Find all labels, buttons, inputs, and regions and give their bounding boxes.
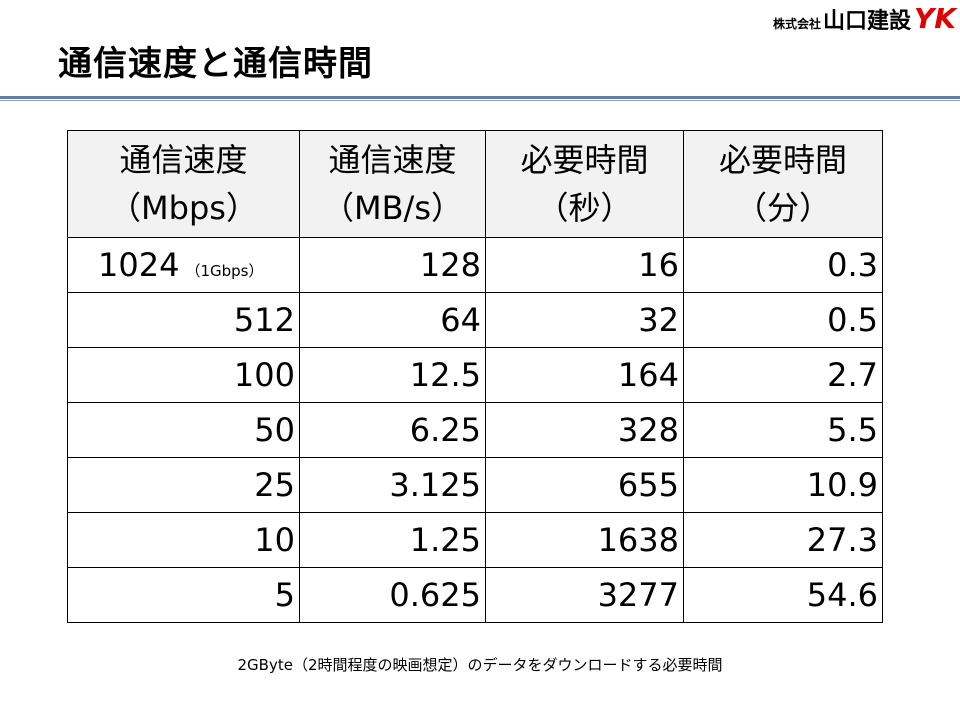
divider — [0, 100, 960, 101]
table-row: 5 0.625 3277 54.6 — [67, 567, 883, 623]
header-text: 必要時間 — [520, 141, 649, 179]
table-cell: 512 — [67, 292, 300, 348]
table-cell: 50 — [67, 402, 300, 458]
logo-name: 山口建設 — [823, 9, 912, 34]
table-cell: 0.3 — [683, 237, 883, 293]
table-cell: 128 — [299, 237, 486, 293]
cell-value: 655 — [617, 466, 679, 504]
cell-value: 64 — [440, 301, 481, 339]
cell-value: 1638 — [597, 521, 679, 559]
slide-title: 通信速度と通信時間 — [58, 44, 373, 84]
cell-value: 512 — [233, 301, 295, 339]
cell-value: 0.625 — [389, 576, 481, 614]
table-cell: 0.5 — [683, 292, 883, 348]
table-cell: 1638 — [485, 512, 684, 568]
cell-value: 6.25 — [409, 411, 481, 449]
cell-value: 3.125 — [389, 466, 481, 504]
table-row: 1024 （1Gbps） 128 16 0.3 — [67, 237, 883, 293]
table-cell: 6.25 — [299, 402, 486, 458]
table-cell: 5 — [67, 567, 300, 623]
table-cell: 3277 — [485, 567, 684, 623]
logo: 株式会社 山口建設 YK — [773, 2, 956, 35]
table-cell: 27.3 — [683, 512, 883, 568]
cell-value: 164 — [617, 356, 679, 394]
table-cell: 100 — [67, 347, 300, 403]
cell-value: 5.5 — [827, 411, 878, 449]
cell-value: 16 — [638, 246, 679, 284]
table-cell: 64 — [299, 292, 486, 348]
table-cell: 54.6 — [683, 567, 883, 623]
table-row: 10 1.25 1638 27.3 — [67, 512, 883, 568]
table-cell: 164 — [485, 347, 684, 403]
cell-value: 27.3 — [806, 521, 878, 559]
header-cell: 必要時間 （秒） — [485, 130, 684, 238]
table-cell: 12.5 — [299, 347, 486, 403]
table-cell: 1.25 — [299, 512, 486, 568]
cell-value: 1.25 — [409, 521, 481, 559]
table-cell: 25 — [67, 457, 300, 513]
cell-value: 0.5 — [827, 301, 878, 339]
cell-value: 10.9 — [806, 466, 878, 504]
header-text: 通信速度 — [119, 141, 248, 179]
table-cell: 16 — [485, 237, 684, 293]
table-row: 100 12.5 164 2.7 — [67, 347, 883, 403]
logo-mark: YK — [914, 2, 956, 35]
cell-value: 328 — [617, 411, 679, 449]
table-cell: 32 — [485, 292, 684, 348]
cell-value: 1024 — [98, 246, 180, 284]
header-text: （分） — [734, 189, 831, 227]
caption: 2GByte（2時間程度の映画想定）のデータをダウンロードする必要時間 — [237, 656, 723, 674]
table-cell: 10 — [67, 512, 300, 568]
table-cell: 3.125 — [299, 457, 486, 513]
table-cell: 0.625 — [299, 567, 486, 623]
table-row: 512 64 32 0.5 — [67, 292, 883, 348]
table-cell: 5.5 — [683, 402, 883, 458]
table-cell: 1024 （1Gbps） — [67, 237, 300, 293]
cell-value: 5 — [274, 576, 295, 614]
header-cell: 通信速度 （MB/s） — [299, 130, 486, 238]
cell-value: 32 — [638, 301, 679, 339]
table-cell: 10.9 — [683, 457, 883, 513]
header-text: 必要時間 — [718, 141, 847, 179]
table-row: 25 3.125 655 10.9 — [67, 457, 883, 513]
header-text: 通信速度 — [328, 141, 457, 179]
divider — [0, 96, 960, 99]
data-table: 通信速度 （Mbps） 通信速度 （MB/s） 必要時間 （秒） 必要時間 （分） 1024 （1… — [67, 130, 883, 623]
cell-note: （1Gbps） — [185, 262, 264, 280]
header-text: （MB/s） — [321, 189, 464, 227]
table-cell: 2.7 — [683, 347, 883, 403]
table-cell: 328 — [485, 402, 684, 458]
header-text: （秒） — [536, 189, 633, 227]
header-text: （Mbps） — [109, 189, 258, 227]
cell-value: 3277 — [597, 576, 679, 614]
table-row: 50 6.25 328 5.5 — [67, 402, 883, 458]
cell-value: 25 — [254, 466, 295, 504]
cell-value: 10 — [254, 521, 295, 559]
cell-value: 2.7 — [827, 356, 878, 394]
cell-value: 54.6 — [806, 576, 878, 614]
cell-value: 12.5 — [409, 356, 481, 394]
cell-value: 100 — [233, 356, 295, 394]
header-cell: 通信速度 （Mbps） — [67, 130, 300, 238]
cell-value: 128 — [419, 246, 481, 284]
cell-value: 0.3 — [827, 246, 878, 284]
logo-prefix: 株式会社 — [772, 17, 821, 31]
table-cell: 655 — [485, 457, 684, 513]
cell-value: 50 — [254, 411, 295, 449]
header-cell: 必要時間 （分） — [683, 130, 883, 238]
header-row: 通信速度 （Mbps） 通信速度 （MB/s） 必要時間 （秒） 必要時間 （分） — [67, 130, 883, 238]
